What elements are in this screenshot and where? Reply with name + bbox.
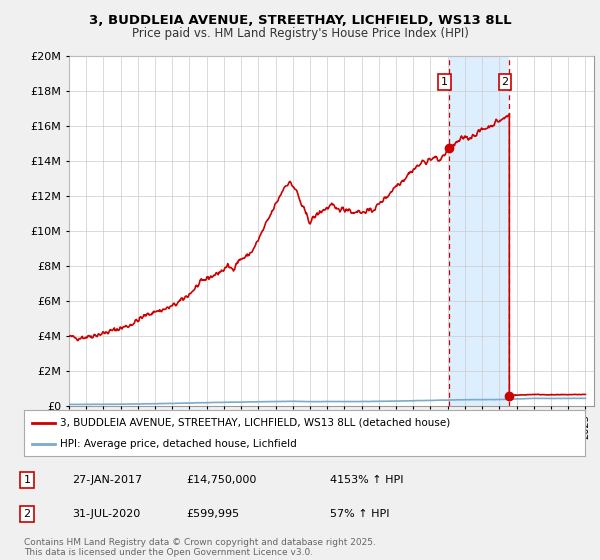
Text: 1: 1 <box>23 475 31 485</box>
Text: 27-JAN-2017: 27-JAN-2017 <box>72 475 142 485</box>
Text: 3, BUDDLEIA AVENUE, STREETHAY, LICHFIELD, WS13 8LL (detached house): 3, BUDDLEIA AVENUE, STREETHAY, LICHFIELD… <box>61 418 451 428</box>
Text: 4153% ↑ HPI: 4153% ↑ HPI <box>330 475 404 485</box>
Text: £14,750,000: £14,750,000 <box>186 475 256 485</box>
Text: Price paid vs. HM Land Registry's House Price Index (HPI): Price paid vs. HM Land Registry's House … <box>131 27 469 40</box>
Text: 57% ↑ HPI: 57% ↑ HPI <box>330 509 389 519</box>
Text: £599,995: £599,995 <box>186 509 239 519</box>
Text: Contains HM Land Registry data © Crown copyright and database right 2025.
This d: Contains HM Land Registry data © Crown c… <box>24 538 376 557</box>
Text: HPI: Average price, detached house, Lichfield: HPI: Average price, detached house, Lich… <box>61 439 297 449</box>
Text: 1: 1 <box>441 77 448 87</box>
Text: 3, BUDDLEIA AVENUE, STREETHAY, LICHFIELD, WS13 8LL: 3, BUDDLEIA AVENUE, STREETHAY, LICHFIELD… <box>89 14 511 27</box>
Text: 2: 2 <box>23 509 31 519</box>
Text: 2: 2 <box>502 77 508 87</box>
Bar <box>449 56 509 406</box>
Text: 31-JUL-2020: 31-JUL-2020 <box>72 509 140 519</box>
